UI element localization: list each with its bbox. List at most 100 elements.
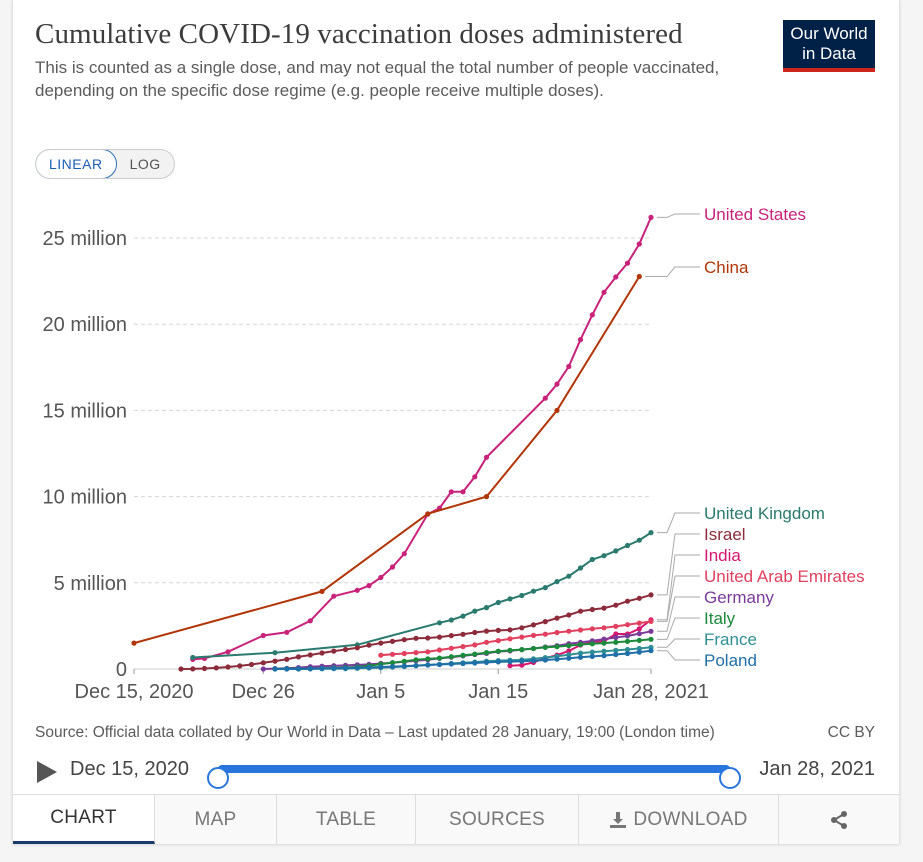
chart-card: Cumulative COVID-19 vaccination doses ad… [12,0,900,844]
data-point [413,657,419,663]
data-point [624,650,631,657]
series-label: United States [704,205,806,224]
data-point [295,666,302,672]
data-point [472,474,478,480]
end-label-china[interactable]: China [645,258,749,278]
data-point [295,654,302,660]
series-united-states[interactable] [190,214,654,662]
data-point [436,655,443,661]
share-button[interactable] [779,795,899,844]
share-icon [831,810,847,829]
data-point [331,648,337,654]
data-point [601,640,607,646]
end-label-france[interactable]: France [657,630,757,649]
license-link[interactable]: CC BY [827,724,875,741]
data-point [636,631,642,637]
tab-bar: CHART MAP TABLE SOURCES DOWNLOAD [13,794,899,844]
data-point [272,658,278,664]
data-point [530,645,537,652]
data-point [624,622,631,628]
data-point [425,649,431,655]
data-point [530,622,537,628]
data-point [401,637,407,643]
data-point [448,654,454,660]
data-point [519,625,525,631]
end-label-united-states[interactable]: United States [657,205,806,224]
data-point [131,640,137,646]
data-point [589,556,595,563]
data-point [589,641,595,647]
leader-line [657,650,700,661]
data-point [624,260,631,266]
tab-sources[interactable]: SOURCES [416,795,579,844]
data-point [378,652,384,658]
data-point [460,613,466,619]
tab-download[interactable]: DOWNLOAD [579,795,779,844]
data-point [577,337,584,343]
data-point [507,647,513,653]
series-china[interactable] [131,273,642,646]
tab-table[interactable]: TABLE [277,795,416,844]
data-point [554,629,560,636]
owid-logo[interactable]: Our World in Data [783,20,875,72]
series-united-kingdom[interactable] [190,530,654,661]
data-point [519,647,525,653]
y-tick-label: 15 million [43,400,127,422]
data-point [624,646,631,653]
data-point [307,652,313,658]
end-label-united-kingdom[interactable]: United Kingdom [657,504,825,534]
series-israel[interactable] [178,592,654,672]
end-label-germany[interactable]: Germany [657,588,774,632]
data-point [472,651,478,657]
tab-chart[interactable]: CHART [13,795,155,844]
logo-line-2: in Data [802,44,856,63]
data-point [495,648,501,654]
timeline-end-handle[interactable] [719,767,741,789]
log-scale-button[interactable]: LOG [117,150,174,178]
data-point [507,659,513,665]
end-label-united-arab-emirates[interactable]: United Arab Emirates [657,567,865,622]
data-point [225,649,231,655]
data-point [636,537,642,543]
end-label-india[interactable]: India [657,546,741,621]
series-label: China [704,258,749,277]
data-point [648,618,654,624]
series-united-arab-emirates[interactable] [378,618,654,658]
linear-scale-button[interactable]: LINEAR [35,150,117,178]
source-note: Source: Official data collated by Our Wo… [35,724,715,741]
data-point [460,652,466,658]
data-point [225,664,231,670]
data-point [530,588,537,594]
logo-line-1: Our World [790,24,868,43]
chart-subtitle: This is counted as a single dose, and ma… [35,58,720,100]
timeline-start-handle[interactable] [207,767,229,789]
data-point [319,650,325,656]
leader-line [657,638,700,648]
data-point [389,651,396,657]
data-point [648,648,654,654]
end-label-italy[interactable]: Italy [657,609,736,640]
data-point [448,617,454,623]
data-point [566,612,572,618]
end-label-poland[interactable]: Poland [657,650,757,670]
data-point [495,638,501,644]
series-poland[interactable] [272,648,654,672]
data-point [260,660,266,666]
timeline-track[interactable] [207,765,741,789]
tab-map[interactable]: MAP [155,795,277,844]
end-label-israel[interactable]: Israel [657,525,746,596]
data-point [401,658,407,664]
play-icon[interactable] [37,761,57,783]
data-point [342,665,349,671]
data-point [472,660,478,666]
data-point [389,660,396,666]
data-point [519,662,525,668]
data-point [554,579,560,585]
data-point [401,663,407,669]
timeline-end-label: Jan 28, 2021 [759,758,875,780]
data-point [648,628,654,634]
data-point [483,659,490,665]
data-point [495,599,501,606]
data-point [624,542,631,549]
data-point [413,635,419,641]
